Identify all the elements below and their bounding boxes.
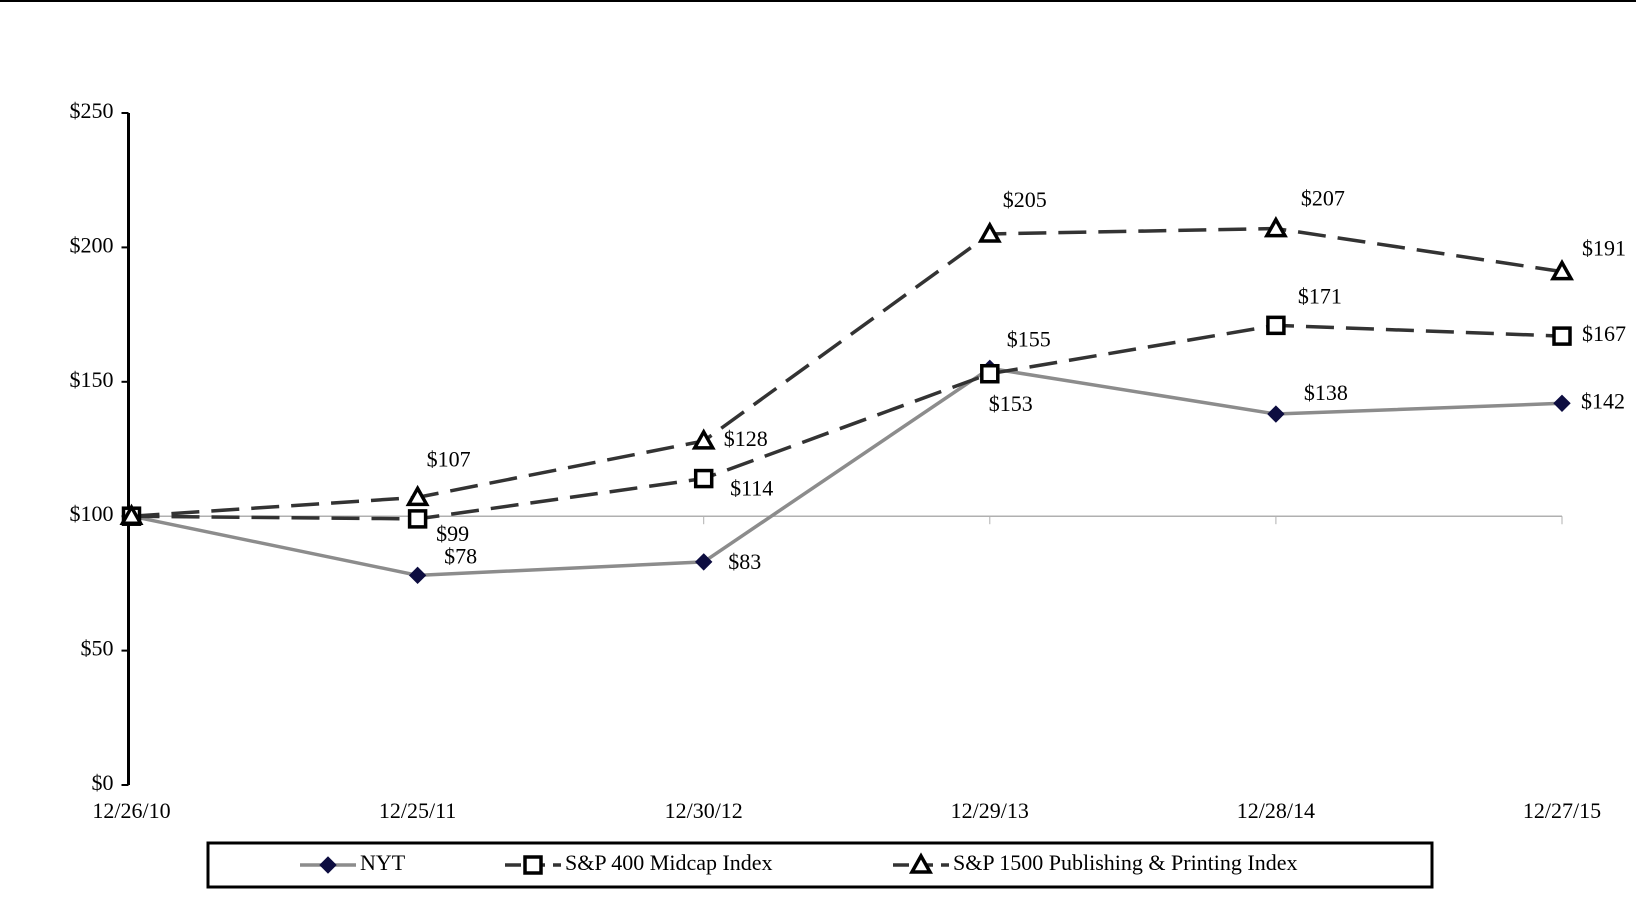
marker: [1552, 326, 1572, 346]
y-tick-label: $50: [81, 636, 114, 661]
value-label: $99: [436, 521, 469, 546]
value-label: $138: [1304, 380, 1348, 405]
marker: [405, 484, 430, 507]
marker: [694, 553, 713, 571]
series-line: [131, 366, 1563, 578]
series-line: [131, 226, 1563, 518]
y-tick-label: $100: [70, 501, 114, 526]
value-label: $78: [444, 543, 477, 568]
value-label: $191: [1582, 236, 1626, 261]
marker: [691, 428, 716, 450]
value-label: $114: [730, 476, 773, 501]
value-label: $205: [1003, 187, 1047, 212]
legend-label: NYT: [360, 850, 406, 875]
value-label: $153: [989, 391, 1033, 416]
x-tick-label: 12/27/15: [1523, 798, 1601, 823]
x-tick-label: 12/26/10: [92, 798, 170, 823]
legend-label: S&P 1500 Publishing & Printing Index: [953, 850, 1298, 875]
x-tick-label: 12/29/13: [951, 798, 1029, 823]
marker: [407, 509, 428, 529]
marker: [1267, 405, 1285, 423]
value-label: $142: [1581, 388, 1625, 413]
y-tick-label: $150: [70, 367, 114, 392]
x-tick-label: 12/25/11: [379, 798, 456, 823]
y-tick-label: $0: [92, 770, 114, 795]
value-label: $107: [427, 446, 471, 471]
marker: [319, 856, 337, 874]
value-label: $171: [1298, 283, 1342, 308]
marker: [693, 468, 714, 489]
marker: [119, 503, 144, 525]
marker: [1263, 216, 1288, 238]
legend-box: [206, 841, 1434, 889]
value-label: $128: [724, 426, 768, 451]
x-tick-label: 12/30/12: [665, 798, 743, 823]
value-label: $83: [728, 549, 761, 574]
series-line: [131, 323, 1563, 521]
marker: [909, 852, 933, 874]
x-tick-label: 12/28/14: [1237, 798, 1315, 823]
value-label: $207: [1301, 186, 1345, 211]
value-label: $167: [1582, 321, 1626, 346]
marker: [408, 566, 427, 585]
marker: [977, 221, 1002, 243]
y-tick-label: $200: [70, 232, 114, 257]
marker: [980, 363, 1000, 384]
marker: [1266, 315, 1286, 336]
legend-label: S&P 400 Midcap Index: [565, 850, 773, 875]
marker: [1550, 259, 1574, 281]
value-label: $155: [1007, 326, 1051, 351]
marker: [1553, 394, 1571, 413]
y-tick-label: $250: [70, 98, 114, 123]
marker: [523, 855, 543, 875]
